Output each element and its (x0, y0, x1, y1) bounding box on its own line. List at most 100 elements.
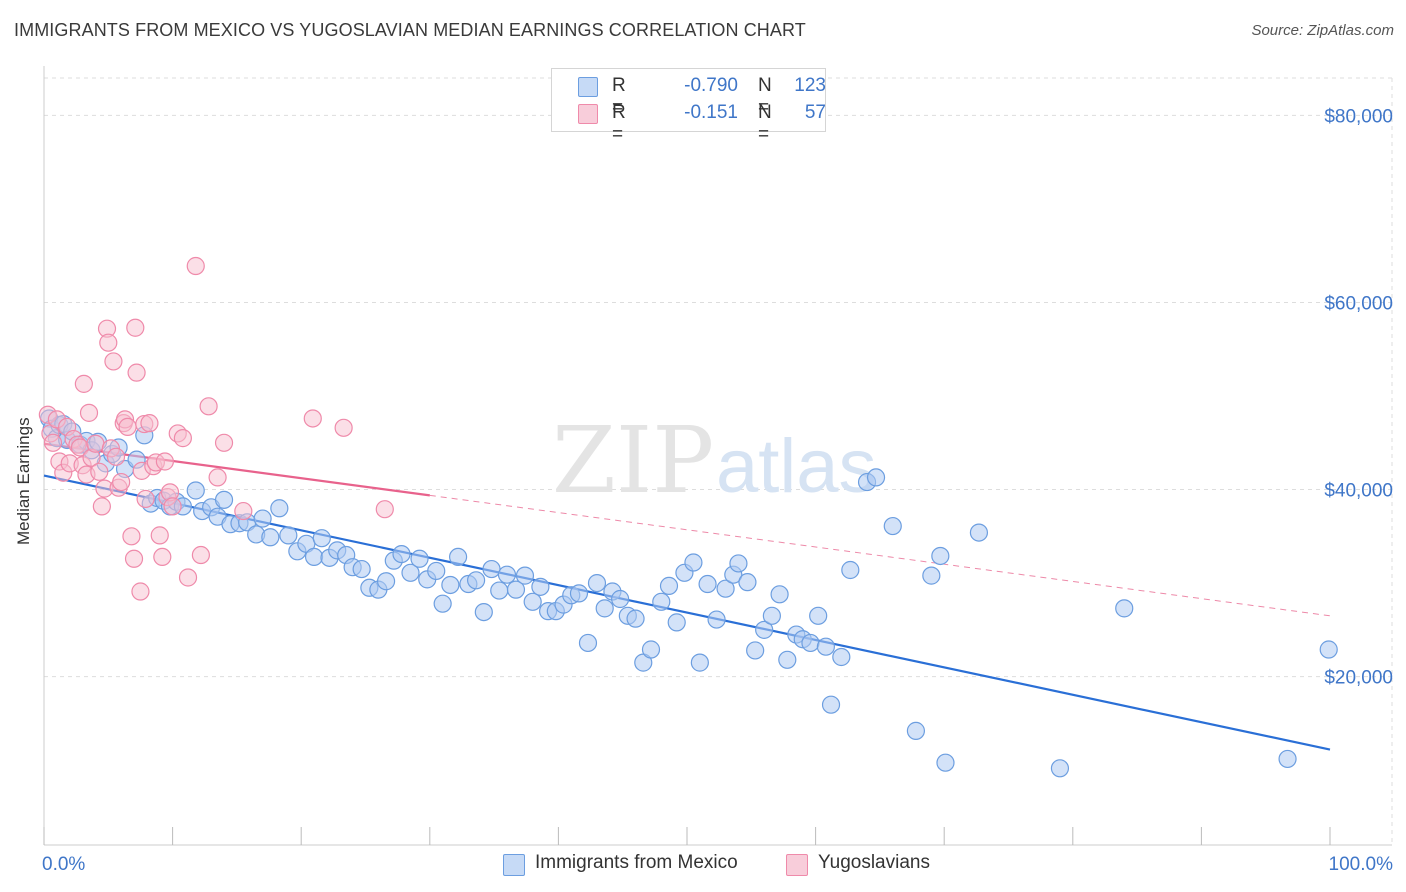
point-mexico (626, 609, 645, 628)
legend-n-label: N = (758, 75, 772, 118)
point-mexico (652, 592, 671, 611)
point-yugoslavians (173, 429, 192, 448)
point-mexico (716, 579, 735, 598)
y-tick-label: $20,000 (1324, 668, 1393, 689)
point-yugoslavians (127, 363, 146, 382)
legend-r-label: R = (612, 75, 626, 118)
y-tick-label: $80,000 (1324, 106, 1393, 127)
point-mexico (427, 561, 446, 581)
point-mexico (969, 523, 989, 542)
point-mexico (304, 547, 324, 567)
point-mexico (641, 640, 661, 659)
legend-r-label: R = (612, 102, 626, 145)
point-mexico (931, 546, 950, 566)
point-mexico (587, 573, 607, 593)
point-yugoslavians (90, 462, 109, 481)
point-mexico (1278, 749, 1297, 769)
point-yugoslavians (153, 547, 172, 567)
point-yugoslavians (208, 468, 227, 487)
point-mexico (214, 490, 234, 509)
watermark: ZIP atlas (552, 407, 877, 514)
point-yugoslavians (124, 549, 144, 568)
point-yugoslavians (118, 417, 137, 436)
point-mexico (1050, 759, 1070, 778)
point-yugoslavians (334, 418, 353, 437)
point-mexico (690, 653, 709, 672)
point-mexico (809, 606, 828, 625)
point-mexico (738, 573, 757, 592)
point-yugoslavians (92, 497, 111, 516)
point-yugoslavians (155, 452, 174, 471)
legend-n-label: N = (758, 102, 772, 145)
point-mexico (497, 565, 517, 584)
legend-swatch-yugoslavians (786, 854, 808, 876)
point-yugoslavians (86, 434, 105, 453)
point-mexico (922, 566, 941, 585)
point-mexico (186, 481, 205, 500)
point-mexico (261, 528, 280, 547)
point-mexico (1115, 599, 1134, 618)
legend-n-value: 123 (794, 75, 826, 96)
point-yugoslavians (214, 433, 234, 452)
legend-swatch-mexico (503, 854, 525, 876)
point-yugoslavians (106, 447, 126, 466)
point-mexico (474, 602, 493, 622)
point-mexico (698, 574, 717, 594)
point-mexico (270, 499, 289, 518)
legend-r-value: -0.790 (684, 75, 738, 96)
watermark-atlas: atlas (716, 424, 877, 509)
point-mexico (482, 559, 501, 579)
series-legend: Immigrants from Mexico Yugoslavians (0, 852, 1406, 878)
point-mexico (515, 566, 535, 585)
point-yugoslavians (136, 489, 155, 509)
point-yugoslavians (99, 333, 118, 352)
point-mexico (684, 553, 703, 572)
point-mexico (866, 468, 886, 487)
point-mexico (466, 571, 486, 590)
point-mexico (410, 549, 429, 568)
point-yugoslavians (199, 397, 218, 416)
point-mexico (1319, 640, 1338, 659)
point-mexico (762, 606, 781, 625)
point-yugoslavians (112, 472, 131, 492)
point-mexico (906, 721, 926, 740)
point-mexico (821, 695, 841, 714)
chart-title: IMMIGRANTS FROM MEXICO VS YUGOSLAVIAN ME… (14, 20, 806, 40)
y-tick-label: $40,000 (1324, 481, 1393, 502)
point-mexico (707, 610, 726, 629)
point-yugoslavians (191, 545, 210, 565)
point-mexico (506, 580, 526, 599)
x-tick-label: 100.0% (1329, 854, 1394, 875)
point-yugoslavians (131, 582, 150, 601)
correlation-legend: R = -0.790 N = 123 R = -0.151 N = 57 (551, 68, 826, 145)
point-mexico (392, 545, 411, 564)
point-mexico (778, 650, 797, 669)
point-yugoslavians (163, 497, 182, 516)
point-mexico (448, 547, 468, 567)
point-mexico (578, 633, 598, 653)
point-mexico (401, 563, 420, 582)
point-mexico (667, 613, 686, 632)
x-tick-label: 0.0% (42, 854, 85, 875)
point-mexico (659, 576, 679, 596)
point-yugoslavians (375, 500, 394, 519)
legend-label-yugoslavians: Yugoslavians (818, 852, 930, 873)
point-mexico (279, 526, 298, 545)
watermark-zip: ZIP (552, 407, 714, 514)
legend-label-mexico: Immigrants from Mexico (535, 852, 738, 873)
point-mexico (746, 641, 765, 660)
legend-r-value: -0.151 (684, 102, 738, 123)
point-mexico (770, 585, 789, 604)
point-mexico (883, 516, 902, 536)
point-mexico (441, 575, 460, 595)
point-yugoslavians (74, 374, 93, 393)
point-mexico (569, 584, 589, 603)
point-mexico (376, 572, 396, 591)
point-mexico (801, 633, 820, 653)
point-yugoslavians (140, 414, 159, 433)
point-mexico (936, 753, 955, 772)
legend-n-value: 57 (804, 102, 826, 123)
y-tick-label: $60,000 (1324, 293, 1393, 314)
point-mexico (490, 581, 509, 600)
